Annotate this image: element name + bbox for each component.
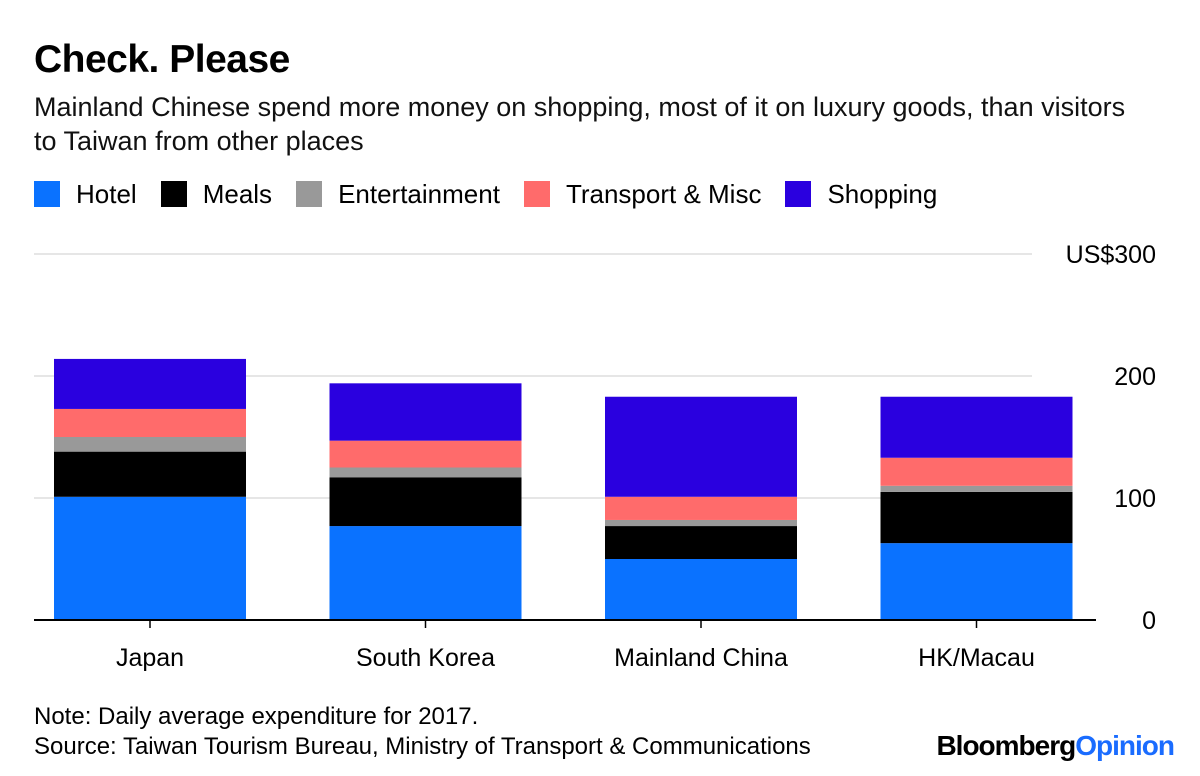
bar-segment-transport-misc	[54, 408, 246, 437]
bar-segment-shopping	[605, 396, 797, 497]
legend-item-1: Meals	[160, 178, 273, 210]
bar-segment-hotel	[880, 543, 1073, 620]
legend-label: Shopping	[827, 178, 938, 209]
bar-segment-meals	[54, 451, 246, 497]
bar-segment-entertainment	[329, 467, 522, 478]
legend-label: Meals	[202, 178, 273, 209]
legend-swatch	[523, 181, 550, 207]
legend: Hotel Meals Entertainment Transport & Misc S…	[34, 178, 961, 210]
y-tick-label: 0	[1142, 607, 1156, 635]
bar-segment-entertainment	[605, 519, 797, 527]
legend-item-2: Entertainment	[296, 179, 500, 210]
brand-logo-part1: Bloomberg	[936, 730, 1076, 761]
x-tick-label: HK/Macau	[918, 644, 1035, 672]
bar-segment-transport-misc	[329, 440, 522, 468]
chart-subtitle: Mainland Chinese spend more money on sho…	[34, 92, 1126, 156]
chart-note: Note: Daily average expenditure for 2017…	[34, 703, 479, 730]
bar-segment-hotel	[329, 526, 522, 620]
legend-item-4: Shopping	[785, 179, 937, 210]
bar-segment-transport-misc	[880, 457, 1073, 486]
bar-segment-entertainment	[880, 485, 1073, 492]
y-tick-label: 200	[1114, 363, 1156, 391]
bar-segment-meals	[329, 477, 522, 527]
legend-item-3: Transport & Misc	[523, 178, 762, 210]
legend-label: Entertainment	[338, 178, 500, 209]
bar-segment-shopping	[329, 383, 522, 441]
y-tick-label: 100	[1114, 485, 1156, 513]
bar-segment-transport-misc	[605, 496, 797, 520]
legend-swatch	[160, 181, 187, 207]
chart-title: Check. Please	[34, 38, 290, 81]
legend-swatch	[34, 181, 60, 207]
brand-logo: BloombergOpinion	[936, 728, 1175, 764]
legend-label: Transport & Misc	[565, 178, 762, 209]
legend-swatch	[296, 181, 323, 207]
y-tick-label: US$300	[1066, 241, 1156, 269]
x-tick-label: South Korea	[356, 644, 495, 672]
legend-item-0: Hotel	[34, 179, 137, 210]
legend-swatch	[785, 181, 812, 207]
stacked-bar-chart: 0 100 200 US$300 Japan South Korea Mainland Ch…	[34, 241, 1156, 672]
x-tick-label: Japan	[116, 644, 184, 672]
bar-segment-shopping	[880, 396, 1073, 458]
bar-segment-meals	[605, 526, 797, 559]
chart-source: Source: Taiwan Tourism Bureau, Ministry …	[34, 733, 811, 760]
brand-logo-part2: Opinion	[1075, 730, 1175, 761]
bar-segment-hotel	[54, 496, 246, 620]
bar-segment-shopping	[54, 358, 246, 409]
bar-segment-hotel	[605, 559, 797, 620]
legend-label: Hotel	[76, 178, 137, 209]
x-tick-label: Mainland China	[614, 644, 788, 672]
bar-segment-entertainment	[54, 437, 246, 452]
bar-segment-meals	[880, 491, 1073, 544]
